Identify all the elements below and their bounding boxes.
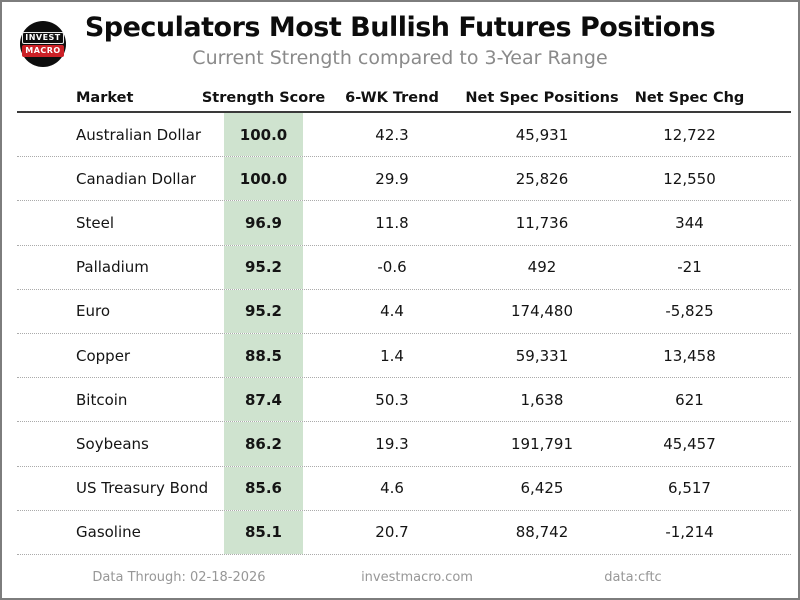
score-cell: 88.5 (224, 333, 303, 378)
table-body: Australian Dollar 100.0 42.3 45,931 12,722 Ca… (17, 113, 791, 555)
score-cell: 95.2 (224, 245, 303, 289)
trend-cell: 50.3 (375, 390, 409, 409)
table-row: US Treasury Bond 85.6 4.6 6,425 6,517 (17, 466, 791, 511)
trend-cell: 20.7 (375, 523, 409, 542)
trend-cell: -0.6 (377, 258, 407, 277)
table-row: Gasoline 85.1 20.7 88,742 -1,214 (17, 510, 791, 555)
positions-cell: 191,791 (510, 434, 574, 453)
table-row: Bitcoin 87.4 50.3 1,638 621 (17, 378, 791, 423)
positions-cell: 6,425 (520, 479, 564, 498)
trend-cell: 4.6 (380, 479, 404, 498)
market-cell: Gasoline (76, 523, 141, 542)
table-header-row: Market Strength Score 6-WK Trend Net Spe… (17, 84, 791, 113)
positions-cell: 25,826 (515, 169, 569, 188)
table-row: Australian Dollar 100.0 42.3 45,931 12,722 (17, 113, 791, 158)
investmacro-logo: INVEST MACRO (20, 21, 66, 67)
positions-cell: 59,331 (515, 346, 569, 365)
market-cell: Copper (76, 346, 131, 365)
trend-cell: 19.3 (375, 434, 409, 453)
table-row: Canadian Dollar 100.0 29.9 25,826 12,550 (17, 157, 791, 202)
positions-cell: 174,480 (510, 302, 574, 321)
chg-cell: 6,517 (668, 479, 711, 498)
chg-cell: 45,457 (663, 434, 716, 453)
score-cell: 100.0 (224, 157, 303, 201)
score-cell: 96.9 (224, 201, 303, 245)
table-row: Euro 95.2 4.4 174,480 -5,825 (17, 289, 791, 334)
score-cell: 85.6 (224, 466, 303, 510)
table-row: Soybeans 86.2 19.3 191,791 45,457 (17, 422, 791, 467)
market-cell: Canadian Dollar (76, 169, 196, 188)
column-header-market: Market (76, 89, 134, 106)
trend-cell: 29.9 (375, 169, 409, 188)
chg-cell: 344 (675, 213, 704, 232)
footer-data-through: Data Through: 02-18-2026 (92, 570, 266, 585)
positions-cell: 492 (527, 258, 557, 277)
market-cell: Steel (76, 213, 115, 232)
score-cell: 87.4 (224, 378, 303, 422)
page-title: Speculators Most Bullish Futures Positio… (84, 12, 716, 43)
column-header-positions: Net Spec Positions (465, 89, 619, 106)
chg-cell: 13,458 (663, 346, 716, 365)
column-header-score: Strength Score (201, 89, 326, 106)
trend-cell: 4.4 (380, 302, 404, 321)
trend-cell: 42.3 (375, 125, 409, 144)
market-cell: Bitcoin (76, 390, 128, 409)
chg-cell: -1,214 (665, 523, 714, 542)
page-subtitle: Current Strength compared to 3-Year Rang… (192, 47, 608, 69)
score-cell: 95.2 (224, 289, 303, 333)
logo-macro-text: MACRO (22, 44, 64, 57)
chg-cell: 621 (675, 390, 704, 409)
score-cell: 100.0 (224, 113, 303, 157)
footer: Data Through: 02-18-2026 investmacro.com… (2, 570, 800, 592)
futures-table: Market Strength Score 6-WK Trend Net Spe… (17, 84, 791, 555)
score-cell: 86.2 (224, 422, 303, 466)
market-cell: Euro (76, 302, 110, 321)
positions-cell: 88,742 (515, 523, 569, 542)
footer-data-source: data:cftc (604, 570, 662, 585)
market-cell: Australian Dollar (76, 125, 202, 144)
chg-cell: 12,722 (663, 125, 716, 144)
market-cell: US Treasury Bond (76, 479, 209, 498)
logo-invest-text: INVEST (22, 31, 64, 44)
chg-cell: 12,550 (663, 169, 716, 188)
score-cell: 85.1 (224, 510, 303, 554)
column-header-chg: Net Spec Chg (634, 89, 745, 106)
table-row: Steel 96.9 11.8 11,736 344 (17, 201, 791, 246)
positions-cell: 45,931 (515, 125, 569, 144)
table-row: Palladium 95.2 -0.6 492 -21 (17, 245, 791, 290)
trend-cell: 1.4 (380, 346, 404, 365)
chg-cell: -5,825 (665, 302, 714, 321)
trend-cell: 11.8 (375, 213, 409, 232)
column-header-trend: 6-WK Trend (345, 89, 439, 106)
table-row: Copper 88.5 1.4 59,331 13,458 (17, 333, 791, 379)
chg-cell: -21 (677, 258, 702, 277)
market-cell: Soybeans (76, 434, 149, 453)
market-cell: Palladium (76, 258, 149, 277)
footer-website: investmacro.com (361, 570, 473, 585)
positions-cell: 1,638 (520, 390, 564, 409)
positions-cell: 11,736 (515, 213, 569, 232)
